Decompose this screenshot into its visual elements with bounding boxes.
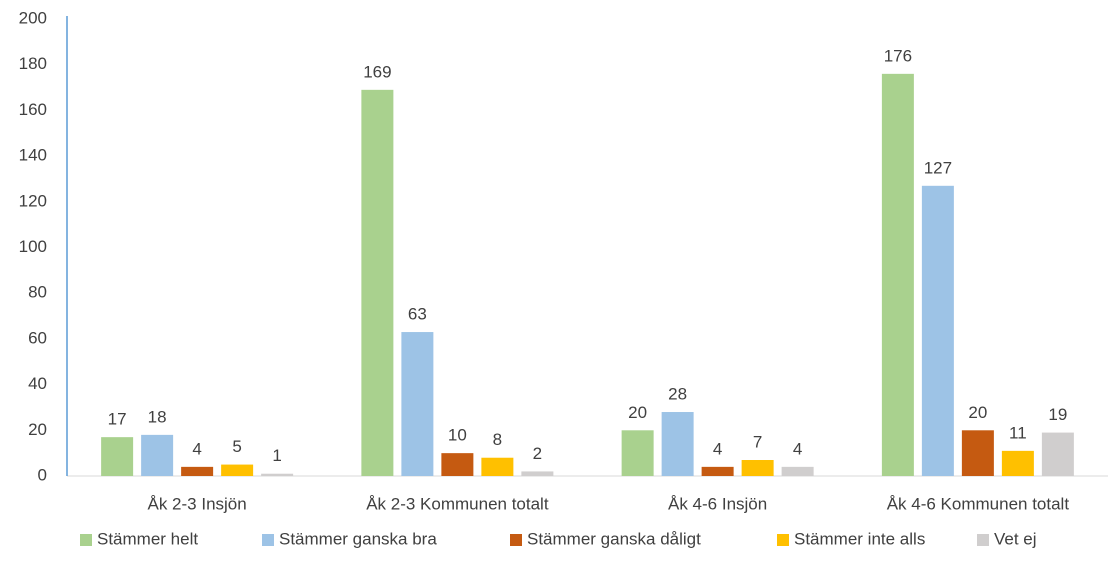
legend-swatch (510, 534, 522, 546)
bar (921, 185, 954, 476)
data-label: 10 (448, 426, 467, 445)
bar (101, 437, 134, 476)
bar (621, 430, 654, 476)
bar (1001, 450, 1034, 476)
y-tick-label: 40 (28, 374, 47, 393)
data-label: 20 (968, 403, 987, 422)
bar (361, 89, 394, 477)
legend-label: Stämmer inte alls (794, 529, 925, 548)
y-tick-label: 20 (28, 420, 47, 439)
bar (741, 460, 774, 476)
bar (261, 473, 294, 476)
data-label: 63 (408, 305, 427, 324)
data-label: 169 (363, 62, 391, 81)
data-label: 4 (192, 439, 201, 458)
bar (141, 434, 174, 476)
y-tick-label: 80 (28, 283, 47, 302)
data-label: 5 (232, 437, 241, 456)
legend-label: Vet ej (994, 529, 1037, 548)
bar (221, 464, 254, 476)
legend-swatch (977, 534, 989, 546)
y-tick-label: 160 (19, 100, 47, 119)
bar (961, 430, 994, 476)
legend-label: Stämmer ganska bra (279, 529, 437, 548)
legend-swatch (777, 534, 789, 546)
bar (701, 466, 734, 476)
data-label: 127 (924, 158, 952, 177)
x-tick-label: Åk 4-6 Insjön (668, 494, 767, 513)
data-label: 2 (533, 444, 542, 463)
data-label: 19 (1048, 405, 1067, 424)
y-tick-label: 120 (19, 191, 47, 210)
bar (181, 466, 214, 476)
data-label: 11 (1009, 423, 1027, 442)
y-tick-label: 100 (19, 237, 47, 256)
data-label: 18 (148, 407, 167, 426)
data-label: 20 (628, 403, 647, 422)
x-tick-label: Åk 2-3 Insjön (148, 494, 247, 513)
bar (1041, 432, 1074, 476)
legend-swatch (80, 534, 92, 546)
bar (481, 457, 514, 476)
legend-label: Stämmer helt (97, 529, 198, 548)
bar (441, 453, 474, 476)
data-label: 17 (108, 410, 127, 429)
y-tick-label: 60 (28, 328, 47, 347)
data-label: 28 (668, 385, 687, 404)
data-label: 8 (493, 430, 502, 449)
data-label: 4 (713, 439, 722, 458)
legend-label: Stämmer ganska dåligt (527, 529, 701, 548)
x-tick-label: Åk 4-6 Kommunen totalt (887, 494, 1070, 513)
data-label: 176 (884, 46, 912, 65)
bar (661, 412, 694, 476)
bar (521, 471, 554, 476)
bar (881, 73, 914, 476)
data-label: 1 (272, 446, 281, 465)
y-tick-label: 200 (19, 8, 47, 27)
bar (781, 466, 814, 476)
y-tick-label: 0 (38, 465, 47, 484)
data-label: 7 (753, 432, 762, 451)
x-tick-label: Åk 2-3 Kommunen totalt (366, 494, 549, 513)
y-tick-label: 140 (19, 146, 47, 165)
bar (401, 332, 434, 476)
data-label: 4 (793, 439, 802, 458)
legend-swatch (262, 534, 274, 546)
y-tick-label: 180 (19, 54, 47, 73)
